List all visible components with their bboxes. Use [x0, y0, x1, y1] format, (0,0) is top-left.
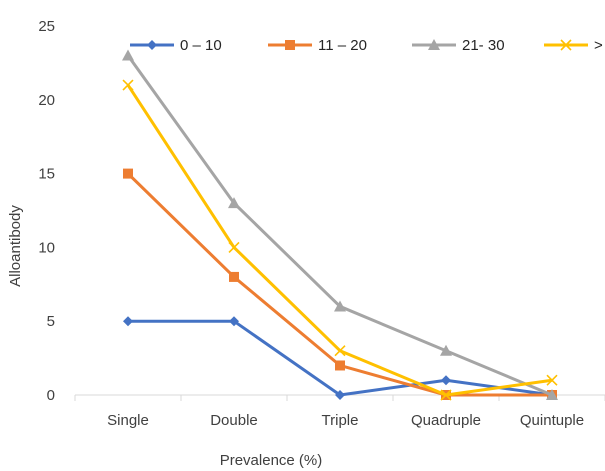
x-tick-label: Double: [210, 412, 258, 429]
y-tick-label: 5: [47, 313, 55, 330]
x-tick-label: Quadruple: [411, 412, 481, 429]
y-tick-label: 15: [38, 166, 55, 183]
y-tick-label: 0: [47, 387, 55, 404]
data-point: [335, 360, 345, 371]
data-point: [335, 390, 345, 400]
data-point: [229, 271, 239, 282]
data-point: [440, 389, 452, 401]
series-line: [128, 319, 553, 397]
data-point: [440, 344, 452, 356]
data-point: [123, 168, 133, 179]
y-axis: 0 5 10 15 20 25: [38, 18, 55, 404]
legend-item: 11 – 20: [268, 37, 367, 54]
data-point: [546, 389, 558, 400]
legend: 0 – 10 11 – 20 21- 30 > 30: [130, 37, 605, 54]
x-tick-label: Single: [107, 412, 149, 429]
legend-marker: [428, 39, 440, 50]
y-tick-label: 20: [38, 92, 55, 109]
data-point: [334, 300, 346, 312]
series-line: [126, 54, 553, 397]
legend-label: 21- 30: [462, 37, 505, 54]
x-axis: Single Double Triple Quadruple Quintuple: [74, 394, 605, 429]
y-axis-title: Alloantibody: [7, 205, 24, 287]
series-4: [122, 79, 558, 401]
x-axis-title: Prevalence (%): [220, 452, 323, 469]
data-point: [546, 374, 558, 386]
legend-marker: [285, 40, 295, 50]
data-point: [229, 316, 239, 327]
data-point: [334, 345, 346, 357]
series-3: [122, 49, 558, 400]
series-2: [123, 168, 557, 400]
series-layer: [122, 49, 558, 401]
data-point: [441, 375, 451, 386]
legend-label: 11 – 20: [318, 37, 367, 54]
y-tick-label: 25: [38, 18, 55, 35]
legend-label: > 30: [594, 37, 605, 54]
data-point: [122, 49, 134, 61]
data-point: [122, 79, 134, 91]
data-point: [123, 316, 133, 327]
legend-label: 0 – 10: [180, 37, 222, 54]
y-tick-label: 10: [38, 239, 55, 256]
legend-marker: [560, 39, 572, 51]
legend-item: 0 – 10: [130, 37, 222, 54]
x-tick-label: Triple: [322, 412, 359, 429]
legend-item: > 30: [544, 37, 605, 54]
series-line: [126, 84, 553, 397]
legend-item: 21- 30: [412, 37, 505, 54]
data-point: [228, 197, 240, 209]
data-point: [228, 241, 240, 253]
legend-marker: [147, 40, 157, 50]
x-tick-label: Quintuple: [520, 412, 584, 429]
